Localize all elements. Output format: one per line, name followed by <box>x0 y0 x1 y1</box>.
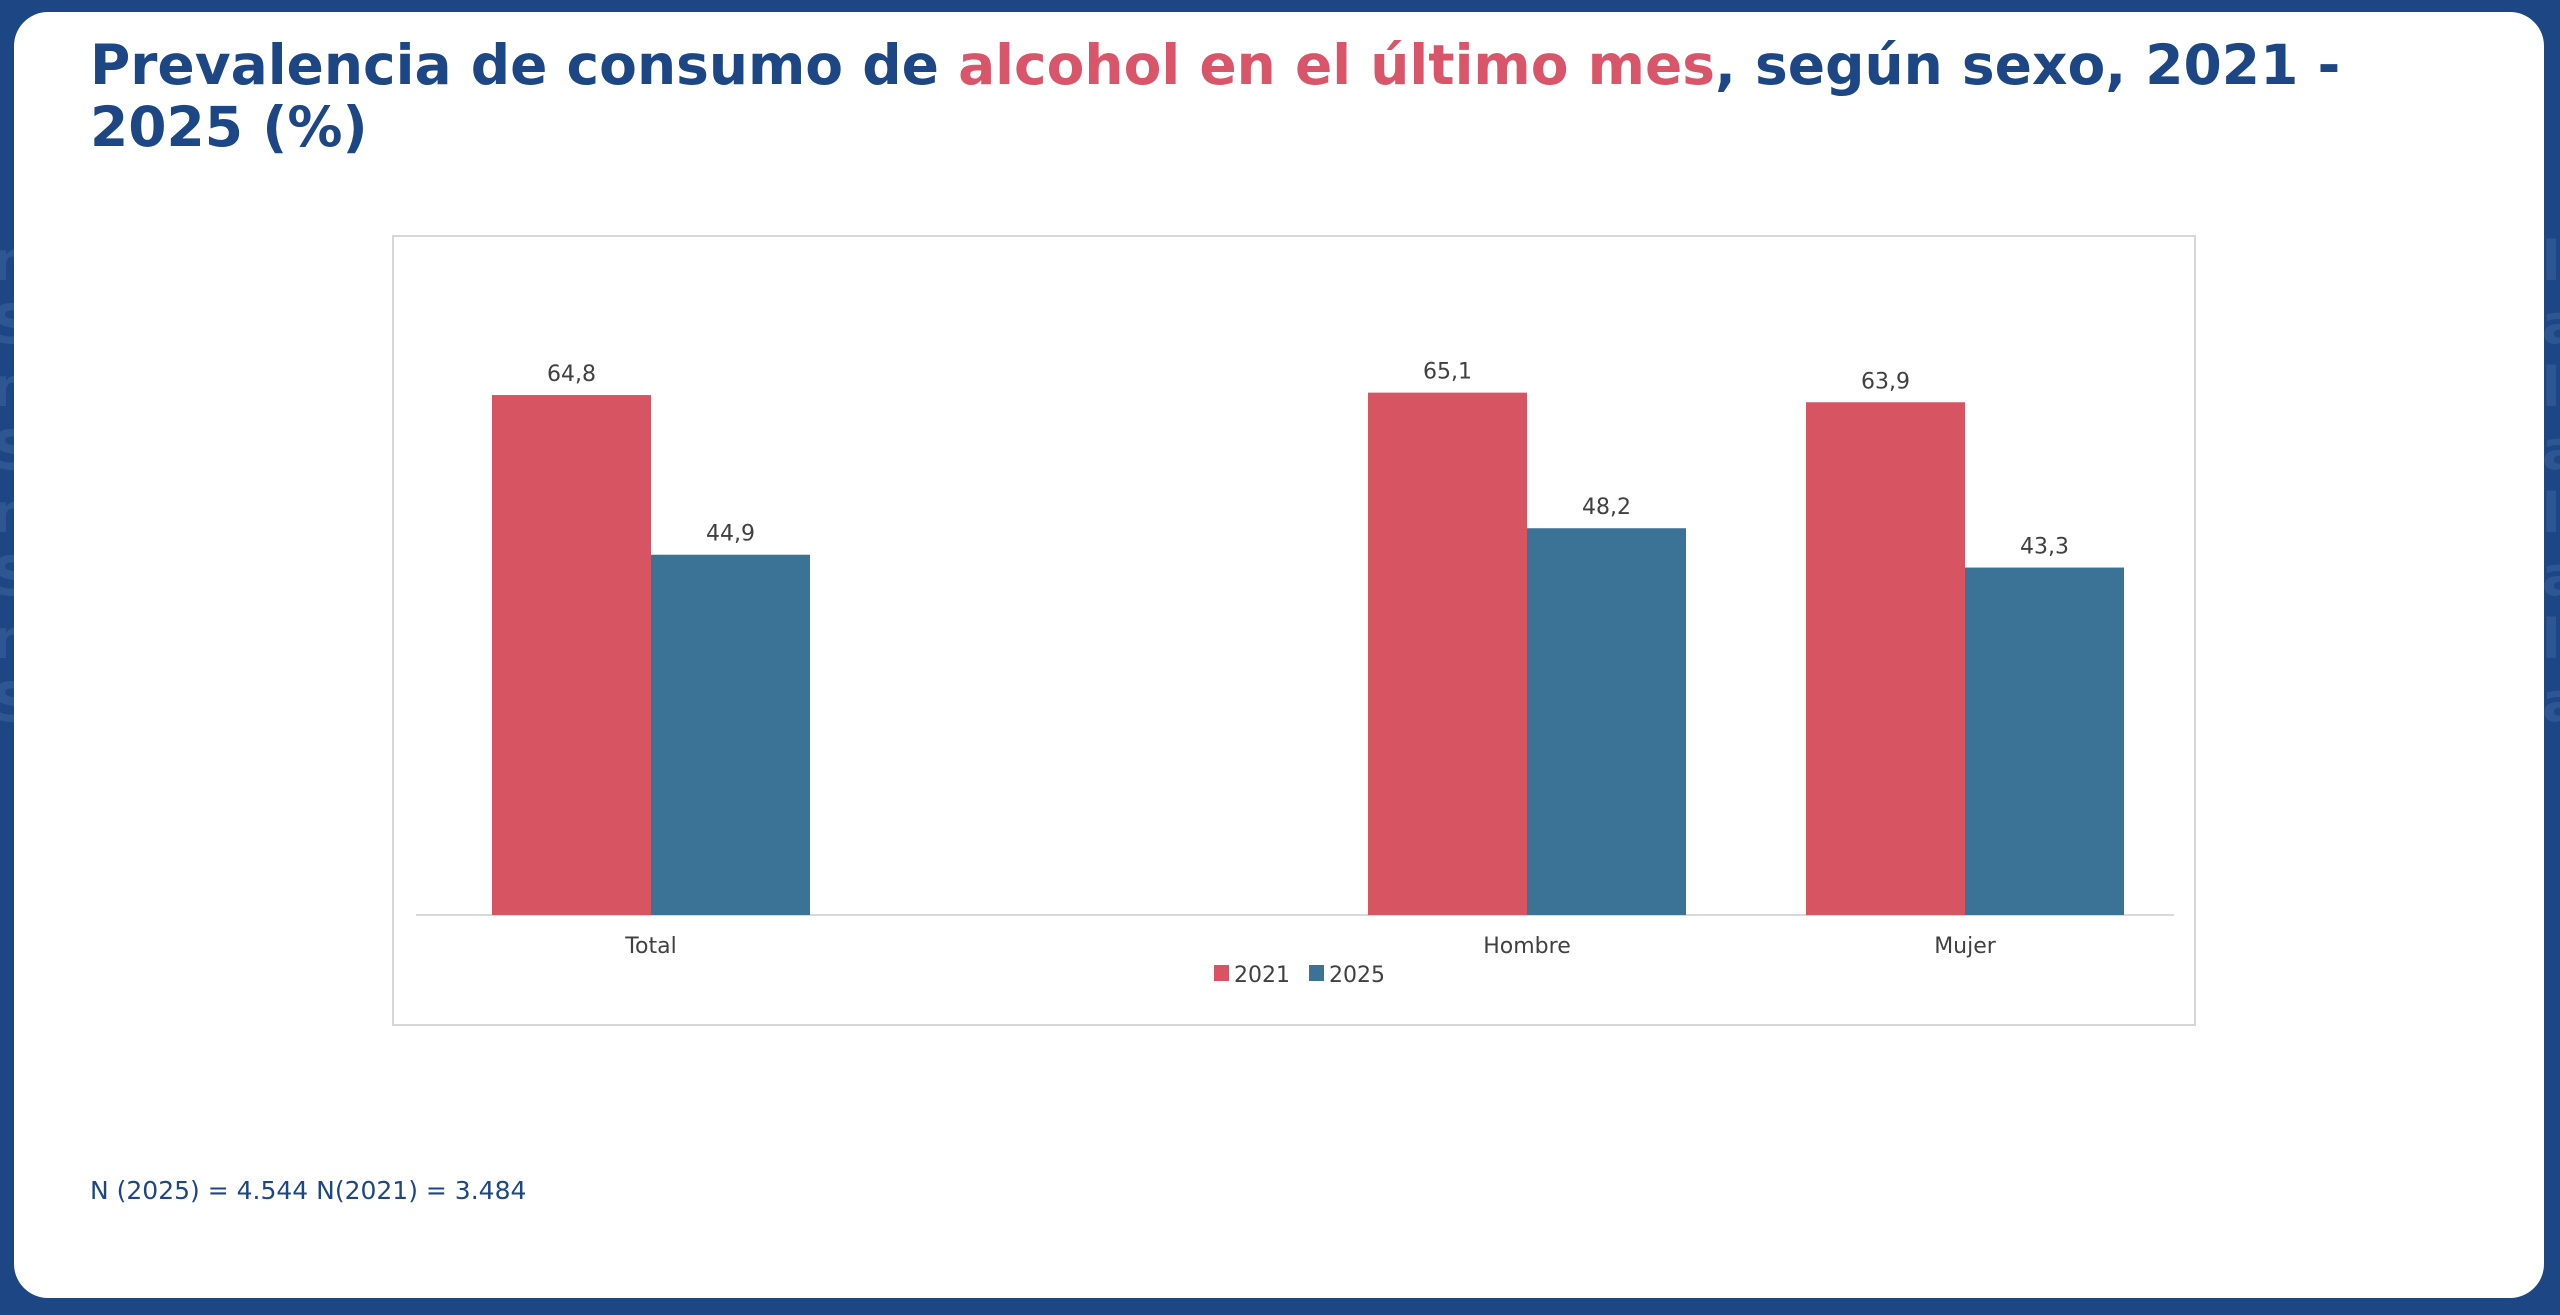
bar-mujer-2025 <box>1965 567 2124 915</box>
title-segment: , según sexo, 2021 - 2025 (%) <box>90 33 2341 159</box>
data-label: 44,9 <box>706 522 755 547</box>
x-tick-label: Hombre <box>1483 934 1571 959</box>
data-label: 64,8 <box>547 362 596 387</box>
data-label: 43,3 <box>2020 535 2069 560</box>
legend-label: 2021 <box>1234 963 1290 988</box>
bar-hombre-2025 <box>1527 528 1686 915</box>
bar-total-2025 <box>651 554 810 915</box>
bar-total-2021 <box>492 395 651 915</box>
data-label: 63,9 <box>1861 369 1910 394</box>
bar-hombre-2021 <box>1368 392 1527 915</box>
sample-size-footnote: N (2025) = 4.544 N(2021) = 3.484 <box>90 1176 527 1205</box>
x-tick-label: Total <box>624 934 676 959</box>
legend: 2021 2025 <box>1214 963 1385 988</box>
title-segment: Prevalencia de consumo de <box>90 33 959 97</box>
legend-swatch-2025 <box>1309 965 1324 981</box>
x-tick-label: Mujer <box>1934 934 1997 959</box>
title-highlight: alcohol en el último mes <box>958 33 1716 97</box>
data-label: 65,1 <box>1423 360 1472 385</box>
bar-chart: 64,8 44,9 65,1 48,2 63,9 43,3 Total Hombre Muje… <box>416 360 2174 988</box>
legend-label: 2025 <box>1329 963 1385 988</box>
background-watermark: lalalala <box>2542 230 2560 734</box>
legend-swatch-2021 <box>1214 965 1229 981</box>
bar-mujer-2021 <box>1806 402 1965 915</box>
page-title: Prevalencia de consumo de alcohol en el … <box>90 34 2470 158</box>
chart-container: 64,8 44,9 65,1 48,2 63,9 43,3 Total Hombre Muje… <box>392 235 2196 1026</box>
data-label: 48,2 <box>1582 495 1631 520</box>
